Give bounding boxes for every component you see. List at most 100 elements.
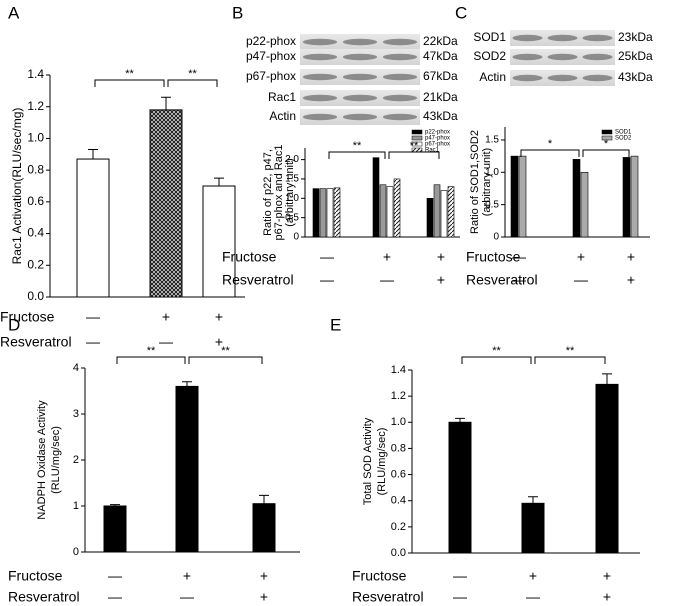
legend-label: SOD2 — [615, 136, 632, 142]
blot-size: 21kDa — [423, 90, 458, 104]
legend-label: p22-phox — [425, 130, 450, 136]
treatment-name: Resveratrol — [8, 589, 80, 605]
y-axis-label: (RLU/mg/sec) — [50, 426, 62, 494]
bar — [103, 505, 127, 553]
significance-label: ** — [353, 140, 362, 152]
significance-bracket — [461, 356, 532, 364]
blot-size: 67kDa — [423, 69, 458, 83]
bar — [175, 385, 199, 553]
significance-bracket — [116, 356, 186, 364]
blot-band — [302, 38, 338, 46]
blot-band — [382, 73, 418, 81]
blot-band — [582, 53, 613, 61]
bar — [521, 502, 545, 554]
blot-band — [382, 53, 418, 61]
bar — [319, 188, 327, 238]
y-tick-label: 4 — [73, 362, 79, 374]
panel-label: C — [455, 3, 467, 22]
significance-label: ** — [492, 345, 501, 357]
treatment-sign: — — [86, 309, 100, 325]
error-bar — [214, 177, 224, 186]
blot-size: 43kDa — [618, 70, 653, 84]
bar — [518, 155, 527, 238]
panel-label: E — [330, 315, 341, 334]
y-axis-label: Ratio of SOD1,SOD2 — [469, 130, 481, 234]
blot-size: 25kDa — [618, 49, 653, 63]
y-tick-label: 2.0 — [285, 154, 299, 165]
bar — [252, 503, 276, 553]
blot-band — [302, 73, 338, 81]
treatment-sign: — — [526, 589, 540, 605]
y-tick-label: 2 — [73, 454, 79, 466]
treatment-sign: — — [380, 272, 394, 288]
treatment-name: Resveratrol — [222, 272, 294, 288]
blot-band — [342, 38, 378, 46]
bar — [448, 421, 472, 554]
significance-label: ** — [566, 345, 575, 357]
significance-bracket — [188, 356, 263, 364]
legend-swatch — [601, 129, 613, 135]
treatment-sign: + — [577, 249, 585, 265]
treatment-sign: + — [437, 249, 445, 265]
blot-band — [512, 74, 543, 82]
significance-label: * — [548, 138, 553, 150]
y-tick-label: 0.5 — [285, 212, 299, 223]
bar — [630, 155, 639, 238]
legend-swatch — [411, 129, 423, 135]
error-bar — [528, 496, 538, 504]
y-tick-label: 1.0 — [27, 131, 44, 145]
bar — [393, 178, 401, 238]
significance-label: ** — [410, 140, 419, 152]
bar — [433, 184, 441, 238]
significance-bracket — [534, 356, 606, 364]
bar — [333, 187, 341, 238]
y-tick-label: 0.6 — [391, 468, 406, 480]
treatment-sign: — — [320, 249, 334, 265]
y-tick-label: 0.4 — [27, 226, 44, 240]
treatment-sign: + — [215, 334, 223, 350]
treatment-sign: — — [108, 568, 122, 584]
bar — [386, 186, 394, 238]
bar — [440, 190, 448, 238]
treatment-sign: + — [162, 309, 170, 325]
treatment-sign: — — [453, 589, 467, 605]
significance-bracket — [167, 79, 218, 87]
treatment-name: Fructose — [466, 249, 521, 265]
blot-protein: p47-phox — [246, 49, 296, 63]
blot-size: 47kDa — [423, 49, 458, 63]
treatment-sign: + — [627, 272, 635, 288]
treatment-sign: + — [260, 568, 268, 584]
treatment-name: Fructose — [222, 249, 277, 265]
significance-label: ** — [125, 68, 134, 80]
bar — [76, 158, 110, 298]
blot-band — [382, 94, 418, 102]
significance-bracket — [520, 149, 580, 157]
y-axis-label: Ratio of p22, p47, — [262, 149, 274, 236]
blot-band — [547, 53, 578, 61]
y-axis-label: p67-phox and Rac1 — [273, 144, 285, 240]
bar — [326, 188, 334, 238]
y-tick-label: 0 — [293, 232, 299, 243]
error-bar — [161, 96, 171, 110]
error-bar — [259, 494, 269, 504]
significance-label: ** — [188, 68, 197, 80]
blot-protein: SOD2 — [473, 49, 506, 63]
bar — [447, 186, 455, 238]
bar — [595, 383, 619, 554]
y-tick-label: 0.6 — [27, 194, 44, 208]
y-tick-label: 3 — [73, 408, 79, 420]
blot-size: 23kDa — [618, 30, 653, 44]
panel-label: A — [8, 3, 20, 22]
y-axis-label: (arbitrary unit) — [284, 158, 296, 226]
panel-label: B — [232, 3, 243, 22]
bar — [572, 159, 581, 238]
error-bar — [110, 504, 120, 506]
blot-size: 22kDa — [423, 34, 458, 48]
blot-band — [302, 113, 338, 121]
y-axis-label: Total SOD Activity — [362, 417, 374, 505]
bar — [372, 157, 380, 238]
significance-label: ** — [147, 345, 156, 357]
y-tick-label: 0.0 — [391, 547, 406, 559]
blot-band — [582, 74, 613, 82]
